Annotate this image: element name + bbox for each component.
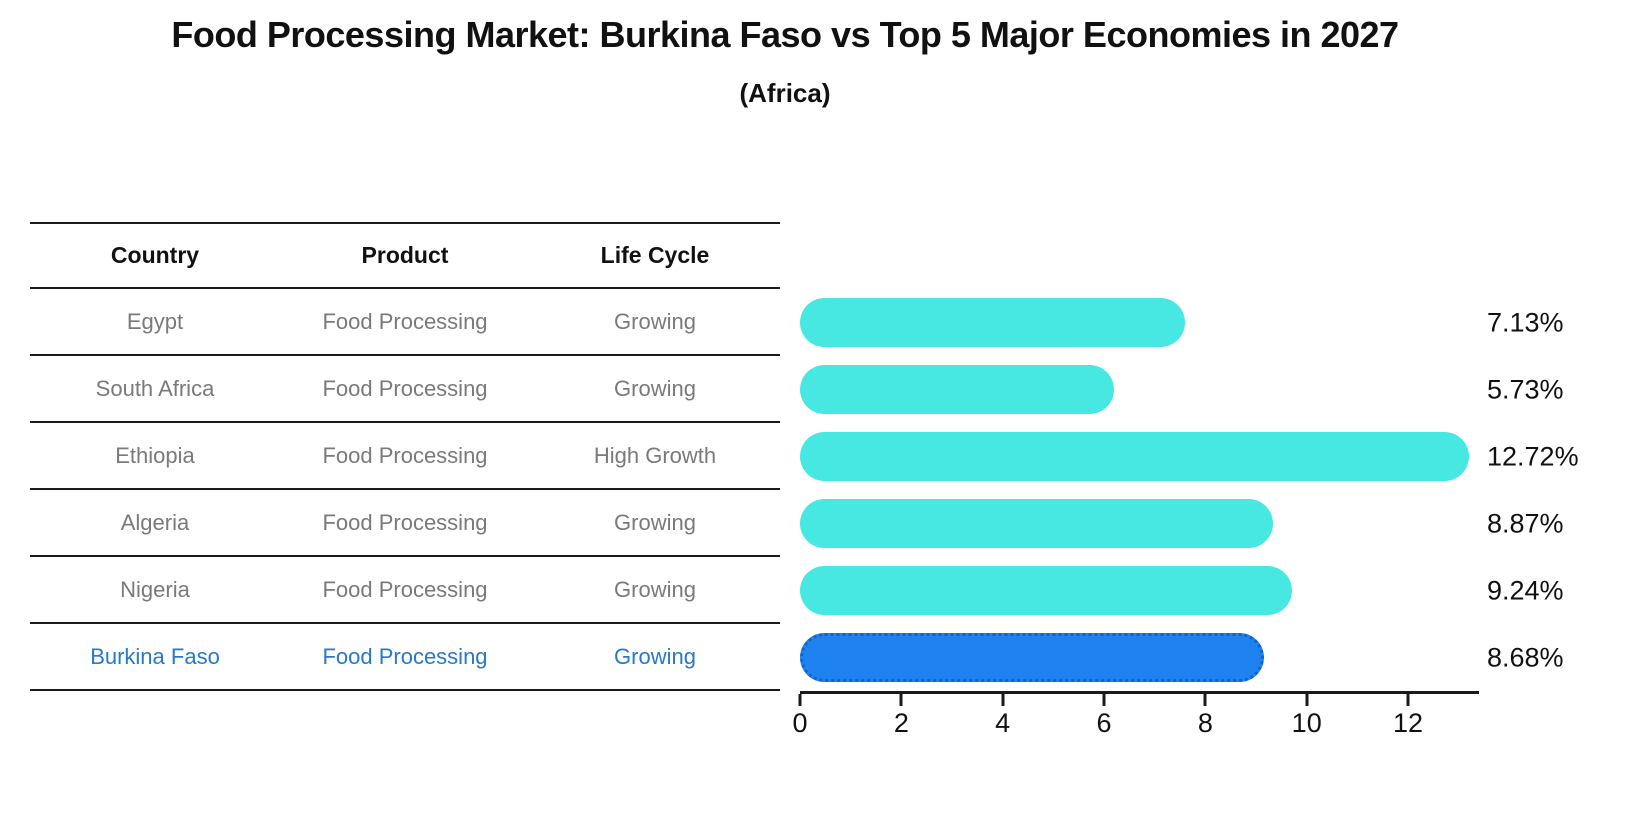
cell-product: Food Processing: [322, 509, 488, 535]
cell-life-cycle: High Growth: [593, 442, 717, 468]
cell-product: Food Processing: [322, 308, 488, 334]
x-axis-tick-label: 10: [1291, 708, 1322, 738]
bar-burkina-faso: [800, 633, 1264, 682]
bar-value-label: 8.87%: [1487, 508, 1564, 538]
bar-row: 8.87%: [800, 490, 1630, 557]
bar-value-label: 9.24%: [1487, 575, 1564, 605]
country-table: Country Product Life Cycle Egypt Food Pro…: [30, 222, 780, 691]
x-axis-tick: [899, 694, 903, 706]
bar-value-label: 8.68%: [1487, 642, 1564, 672]
x-axis-tick: [1102, 694, 1106, 706]
cell-country: Algeria: [120, 509, 190, 535]
bar-south-africa: [800, 365, 1115, 414]
cell-life-cycle: Growing: [614, 643, 696, 669]
table-header-country: Country: [110, 242, 200, 268]
x-axis-tick-label: 8: [1197, 708, 1213, 738]
x-axis-tick: [1406, 694, 1410, 706]
cell-country: South Africa: [95, 375, 215, 401]
bar-ethiopia: [800, 432, 1469, 481]
table-row: Burkina Faso Food Processing Growing: [30, 624, 780, 691]
table-header-product: Product: [361, 242, 449, 268]
x-axis-tick-label: 12: [1393, 708, 1424, 738]
x-axis-tick-label: 2: [893, 708, 909, 738]
chart-subtitle: (Africa): [739, 78, 831, 108]
bar-value-label: 5.73%: [1487, 374, 1564, 404]
cell-product: Food Processing: [322, 643, 488, 669]
x-axis-tick: [798, 694, 802, 706]
bar-egypt: [800, 298, 1186, 347]
table-row: Egypt Food Processing Growing: [30, 289, 780, 356]
bar-row: 7.13%: [800, 289, 1630, 356]
x-axis-tick: [1001, 694, 1005, 706]
x-axis-tick-label: 4: [995, 708, 1011, 738]
bar-chart: 7.13% 5.73% 12.72% 8.87% 9.24% 8.68%: [800, 289, 1630, 691]
cell-life-cycle: Growing: [614, 308, 696, 334]
table-row: Ethiopia Food Processing High Growth: [30, 423, 780, 490]
bar-row: 9.24%: [800, 557, 1630, 624]
bar-value-label: 12.72%: [1487, 441, 1579, 471]
x-axis: 0 2 4 6 8 10 12: [792, 691, 1479, 751]
table-header-row: Country Product Life Cycle: [30, 222, 780, 289]
cell-product: Food Processing: [322, 576, 488, 602]
table-header-life-cycle: Life Cycle: [600, 242, 710, 268]
cell-product: Food Processing: [322, 375, 488, 401]
table-body: Egypt Food Processing Growing South Africa F…: [30, 289, 780, 691]
x-axis-tick: [1203, 694, 1207, 706]
x-axis-tick-label: 0: [792, 708, 808, 738]
bar-row: 8.68%: [800, 624, 1630, 691]
x-axis-tick: [1305, 694, 1309, 706]
table-row: Algeria Food Processing Growing: [30, 490, 780, 557]
cell-life-cycle: Growing: [614, 375, 696, 401]
cell-product: Food Processing: [322, 442, 488, 468]
bar-algeria: [800, 499, 1274, 548]
bar-row: 12.72%: [800, 423, 1630, 490]
table-row: Nigeria Food Processing Growing: [30, 557, 780, 624]
cell-country: Burkina Faso: [90, 643, 220, 669]
bar-nigeria: [800, 566, 1293, 615]
cell-country: Nigeria: [120, 576, 190, 602]
chart-title: Food Processing Market: Burkina Faso vs …: [171, 14, 1399, 55]
cell-life-cycle: Growing: [614, 576, 696, 602]
cell-country: Egypt: [126, 308, 184, 334]
bar-row: 5.73%: [800, 356, 1630, 423]
cell-life-cycle: Growing: [614, 509, 696, 535]
table-row: South Africa Food Processing Growing: [30, 356, 780, 423]
cell-country: Ethiopia: [115, 442, 195, 468]
bar-value-label: 7.13%: [1487, 307, 1564, 337]
x-axis-tick-label: 6: [1096, 708, 1112, 738]
